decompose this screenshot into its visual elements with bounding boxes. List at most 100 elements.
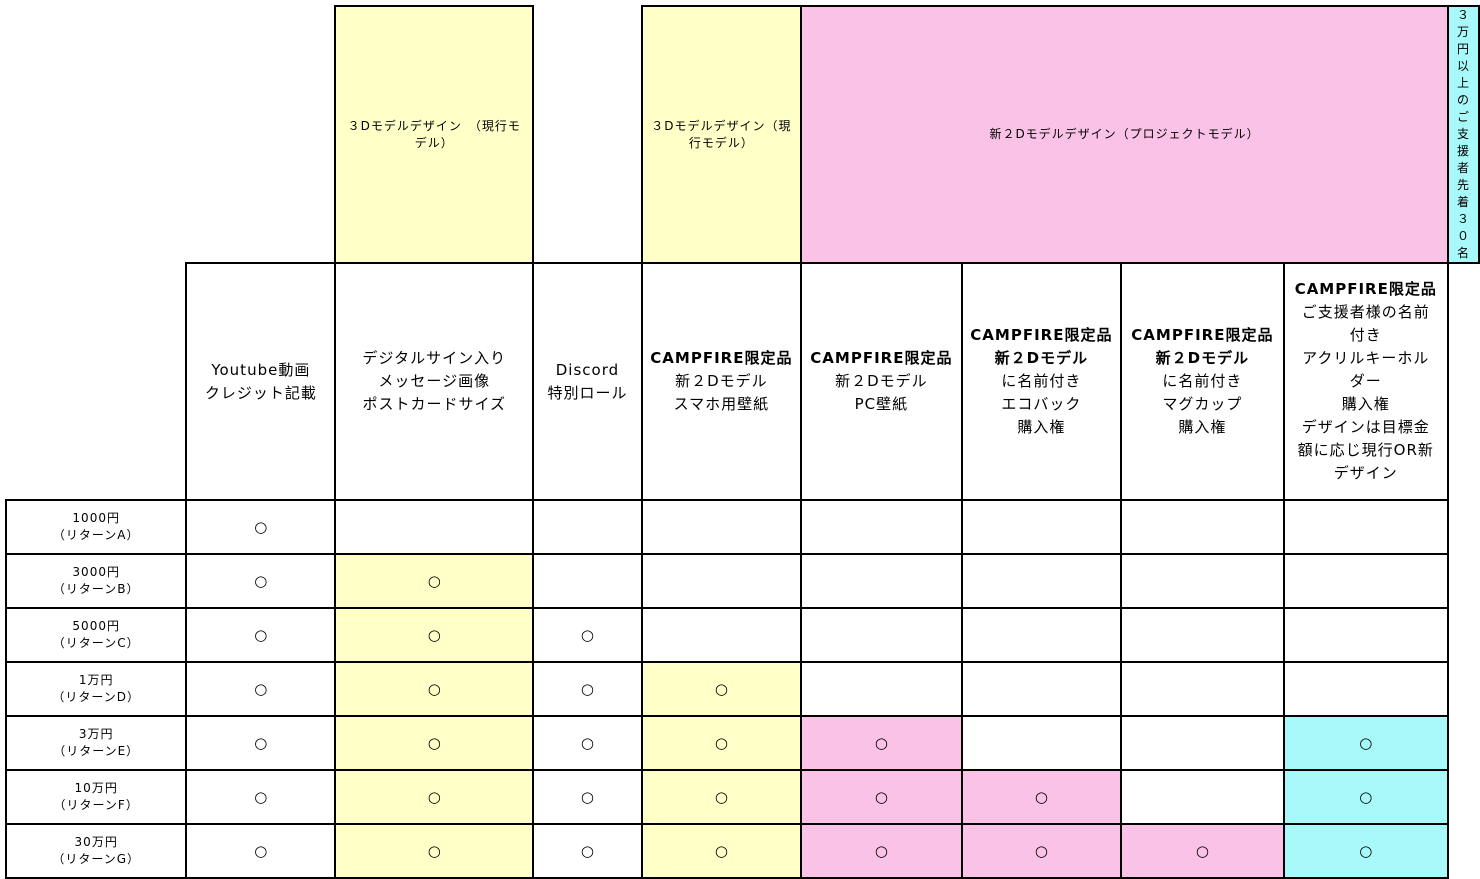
column-header-line: スマホ用壁紙 (673, 395, 770, 413)
column-header: CAMPFIRE限定品 ご支援者様の名前 付き アクリルキーホル ダー 購入権 デザインは目… (1282, 262, 1449, 501)
table-row: 1000円 （リターンA） ○ (4, 499, 1479, 555)
return-tier-label: 30万円 （リターンG） (4, 823, 188, 879)
column-header-line: ご支援者様の名前 (1301, 303, 1430, 321)
included-cell: ○ (334, 715, 535, 771)
included-cell: ○ (800, 715, 963, 771)
included-mark: ○ (427, 626, 441, 644)
empty-cell (1282, 661, 1449, 717)
table-row: 10万円 （リターンF） ○ ○ ○ ○ ○ ○ ○ (4, 769, 1479, 825)
column-header-line: 購入権 (1341, 395, 1390, 413)
column-header-line: エコバック (1001, 395, 1082, 413)
tier-name: （リターンF） (53, 798, 139, 812)
column-header-line: CAMPFIRE限定品 (810, 349, 953, 367)
included-mark: ○ (714, 734, 728, 752)
column-header-line: デザイン (1333, 464, 1398, 482)
group-header-label: ３万円以上のご支援者先着３０名 (1456, 8, 1470, 260)
included-mark: ○ (714, 680, 728, 698)
included-mark: ○ (254, 518, 268, 536)
table-row: 1万円 （リターンD） ○ ○ ○ ○ (4, 661, 1479, 717)
included-cell: ○ (960, 769, 1123, 825)
empty-cell (1120, 661, 1285, 717)
empty-cell (640, 499, 803, 555)
included-cell: ○ (640, 823, 803, 879)
included-mark: ○ (1359, 734, 1373, 752)
column-header-line: デジタルサイン入り (362, 349, 507, 367)
return-tier-label: 5000円 （リターンC） (4, 607, 188, 663)
included-mark: ○ (427, 842, 441, 860)
included-mark: ○ (1034, 842, 1048, 860)
empty-cell (640, 553, 803, 609)
included-cell: ○ (800, 823, 963, 879)
included-cell: ○ (532, 769, 643, 825)
included-cell: ○ (185, 823, 337, 879)
group-band-row: ３Dモデルデザイン （現行モデル） ３Dモデルデザイン（現行モデル） 新２Dモデルデ… (6, 5, 1480, 264)
included-cell: ○ (334, 661, 535, 717)
column-header: CAMPFIRE限定品 新２Dモデル スマホ用壁紙 (640, 262, 803, 501)
included-mark: ○ (580, 788, 594, 806)
column-header-line: 新２Dモデル (675, 372, 768, 390)
column-header-line: CAMPFIRE限定品 (970, 326, 1113, 344)
column-header-line: デザインは目標金 (1301, 418, 1430, 436)
included-mark: ○ (254, 842, 268, 860)
tier-name: （リターンG） (52, 852, 141, 866)
group-header: ３Dモデルデザイン （現行モデル） (334, 5, 535, 264)
empty-cell (960, 715, 1123, 771)
empty-cell (640, 607, 803, 663)
column-header-line: 特別ロール (547, 383, 628, 402)
included-cell: ○ (532, 661, 643, 717)
column-header-row: Youtube動画 クレジット記載 デジタルサイン入り メッセージ画像 ポストカードサイ… (6, 262, 1479, 501)
empty-cell (532, 499, 643, 555)
empty-cell (334, 499, 535, 555)
table-row: 3万円 （リターンE） ○ ○ ○ ○ ○ ○ (4, 715, 1479, 771)
empty-cell (960, 499, 1123, 555)
column-header-line: ポストカードサイズ (362, 395, 507, 413)
included-mark: ○ (254, 788, 268, 806)
column-header-line: CAMPFIRE限定品 (1131, 326, 1274, 344)
column-header-line: メッセージ画像 (378, 372, 491, 390)
empty-cell (1120, 499, 1285, 555)
tier-name: （リターンE） (53, 744, 140, 758)
column-header: CAMPFIRE限定品 新２Dモデル に名前付き マグカップ 購入権 (1120, 262, 1285, 501)
group-header-label: ３Dモデルデザイン （現行モデル） (347, 118, 521, 150)
included-cell: ○ (532, 823, 643, 879)
empty-cell (1120, 607, 1285, 663)
empty-cell (960, 553, 1123, 609)
return-tier-label: 3000円 （リターンB） (4, 553, 188, 609)
included-cell: ○ (960, 823, 1123, 879)
included-mark: ○ (580, 680, 594, 698)
empty-cell (1120, 553, 1285, 609)
empty-cell (960, 661, 1123, 717)
tier-amount: 30万円 (74, 835, 118, 849)
included-cell: ○ (532, 715, 643, 771)
included-cell: ○ (640, 661, 803, 717)
group-header-label: ３Dモデルデザイン（現行モデル） (651, 118, 792, 150)
included-cell: ○ (1282, 769, 1449, 825)
group-header: ３万円以上のご支援者先着３０名 (1446, 5, 1480, 264)
empty-cell (532, 553, 643, 609)
group-header: ３Dモデルデザイン（現行モデル） (640, 5, 803, 264)
column-header-line: CAMPFIRE限定品 (650, 349, 793, 367)
column-header-line: に名前付き (1001, 372, 1082, 390)
column-header-line: 新２Dモデル (835, 372, 928, 390)
column-header-line: アクリルキーホル (1302, 349, 1430, 367)
column-header: CAMPFIRE限定品 新２Dモデル に名前付き エコバック 購入権 (960, 262, 1123, 501)
column-header: デジタルサイン入り メッセージ画像 ポストカードサイズ (334, 262, 535, 501)
column-header-line: PC壁紙 (854, 395, 909, 413)
return-tier-label: 1万円 （リターンD） (4, 661, 188, 717)
included-mark: ○ (714, 788, 728, 806)
included-cell: ○ (185, 769, 337, 825)
included-mark: ○ (254, 734, 268, 752)
column-header-line: 新２Dモデル (994, 349, 1089, 367)
included-mark: ○ (1195, 842, 1209, 860)
column-header-line: に名前付き (1162, 372, 1243, 390)
included-mark: ○ (874, 842, 888, 860)
tier-amount: 1000円 (72, 511, 120, 525)
included-cell: ○ (640, 769, 803, 825)
column-header: Discord 特別ロール (532, 262, 643, 501)
included-mark: ○ (580, 842, 594, 860)
included-mark: ○ (714, 842, 728, 860)
column-header-line: 購入権 (1178, 418, 1227, 436)
tier-amount: 3000円 (72, 565, 120, 579)
group-header-label: 新２Dモデルデザイン（プロジェクトモデル） (989, 127, 1260, 141)
included-mark: ○ (427, 788, 441, 806)
